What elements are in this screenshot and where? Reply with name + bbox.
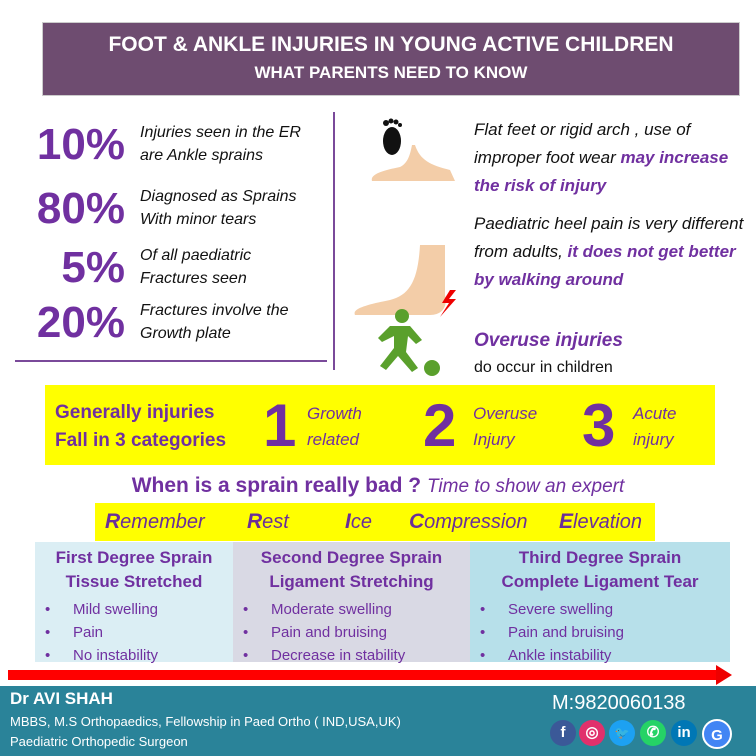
category-label: injury (633, 430, 674, 449)
degree-subtitle: Tissue Stretched (65, 572, 203, 591)
stat-text: Of all paediatric (140, 247, 252, 264)
category-label: Injury (473, 430, 515, 449)
footprint-icon (371, 118, 455, 181)
arrow-head-icon (716, 665, 732, 685)
stat-row: 5% Of all paediatric Fractures seen (10, 240, 330, 296)
risk-item: Paediatric heel pain is very different f… (474, 210, 754, 294)
risk-emphasis: it does not get better by walking around (474, 242, 736, 289)
degree-subtitle: Complete Ligament Tear (501, 572, 699, 591)
instagram-icon[interactable]: ◎ (579, 720, 605, 746)
risk-emphasis: Overuse injuries (474, 330, 623, 351)
sprain-heading: When is a sprain really bad ? Time to sh… (0, 474, 756, 498)
degree-subtitle: Ligament Stretching (269, 572, 434, 591)
categories-box: Generally injuries Fall in 3 categories 1… (45, 385, 715, 465)
stat-text: Growth plate (140, 325, 231, 342)
rice-word: Compression (409, 510, 528, 533)
rice-word: Ice (345, 510, 372, 533)
phone-number: M:9820060138 (552, 692, 686, 714)
title-banner: FOOT & ANKLE INJURIES IN YOUNG ACTIVE CH… (42, 22, 740, 96)
symptom: Pain and bruising (480, 621, 730, 644)
stat-text: are Ankle sprains (140, 147, 264, 164)
risk-text: Flat feet or rigid arch , use of imprope… (474, 120, 691, 167)
symptom: Ankle instability (480, 644, 730, 667)
soccer-player-icon (378, 309, 440, 376)
risk-text: Paediatric heel pain is very different f… (474, 214, 744, 261)
risk-text: do occur in children (474, 359, 613, 376)
stat-text: Diagnosed as Sprains (140, 188, 297, 205)
stat-value: 20% (36, 298, 125, 347)
stat-text: Injuries seen in the ER (140, 124, 301, 141)
title: FOOT & ANKLE INJURIES IN YOUNG ACTIVE CH… (108, 33, 674, 56)
divider (15, 360, 327, 362)
categories-intro: Fall in 3 categories (55, 430, 227, 451)
heel-pain-icon (354, 245, 456, 317)
whatsapp-icon[interactable]: ✆ (640, 720, 666, 746)
category-label: Overuse (473, 404, 538, 423)
category-label: related (307, 430, 359, 449)
risk-item: Overuse injuries do occur in children (474, 328, 754, 381)
stat-text: Fractures involve the (140, 302, 289, 319)
symptom: Moderate swelling (243, 598, 470, 621)
rice-word: Rest (247, 510, 289, 533)
symptom: Pain (45, 621, 233, 644)
role: Paediatric Orthopedic Surgeon (10, 734, 188, 749)
stat-value: 10% (36, 120, 125, 169)
first-degree-column: First Degree Sprain Tissue Stretched Mild… (35, 542, 233, 664)
twitter-icon[interactable]: 🐦 (609, 720, 635, 746)
symptom: No instability (45, 644, 233, 667)
divider (333, 112, 335, 370)
degree-title: Second Degree Sprain (260, 548, 443, 567)
category-number: 1 (263, 392, 297, 459)
categories-intro: Generally injuries (55, 402, 215, 423)
third-degree-column: Third Degree Sprain Complete Ligament Tea… (470, 542, 730, 664)
category-label: Acute (633, 404, 677, 423)
rice-word: Elevation (559, 510, 642, 533)
symptom: Pain and bruising (243, 621, 470, 644)
stat-text: Fractures seen (140, 270, 247, 287)
symptom: Severe swelling (480, 598, 730, 621)
stat-row: 20% Fractures involve the Growth plate (10, 295, 330, 351)
sprain-subtitle: Time to show an expert (426, 476, 625, 497)
facebook-icon[interactable]: f (550, 720, 576, 746)
category-label: Growth (307, 404, 362, 423)
doctor-name: Dr AVI SHAH (10, 689, 113, 708)
qualifications: MBBS, M.S Orthopaedics, Fellowship in Pa… (10, 714, 401, 729)
sprain-question: When is a sprain really bad ? (131, 474, 422, 497)
subtitle: WHAT PARENTS NEED TO KNOW (254, 63, 528, 82)
degree-title: Third Degree Sprain (518, 548, 682, 567)
second-degree-column: Second Degree Sprain Ligament Stretching … (233, 542, 470, 664)
stat-value: 80% (36, 184, 125, 233)
symptom: Decrease in stability (243, 644, 470, 667)
category-number: 3 (582, 392, 616, 459)
footer: Dr AVI SHAH MBBS, M.S Orthopaedics, Fell… (0, 686, 756, 756)
degree-title: First Degree Sprain (55, 548, 213, 567)
google-business-icon[interactable]: G (702, 719, 732, 749)
rice-band: Remember Rest Ice Compression Elevation (95, 503, 655, 541)
stat-row: 80% Diagnosed as Sprains With minor tears (10, 181, 330, 237)
stat-row: 10% Injuries seen in the ER are Ankle spra… (10, 117, 330, 173)
linkedin-icon[interactable]: in (671, 720, 697, 746)
stat-text: With minor tears (140, 211, 257, 228)
risk-emphasis: may increase the risk of injury (474, 148, 729, 195)
symptom: Mild swelling (45, 598, 233, 621)
severity-arrow (8, 670, 720, 680)
category-number: 2 (423, 392, 457, 459)
rice-word: Remember (105, 510, 205, 533)
stat-value: 5% (61, 243, 125, 292)
risk-item: Flat feet or rigid arch , use of imprope… (474, 116, 754, 200)
